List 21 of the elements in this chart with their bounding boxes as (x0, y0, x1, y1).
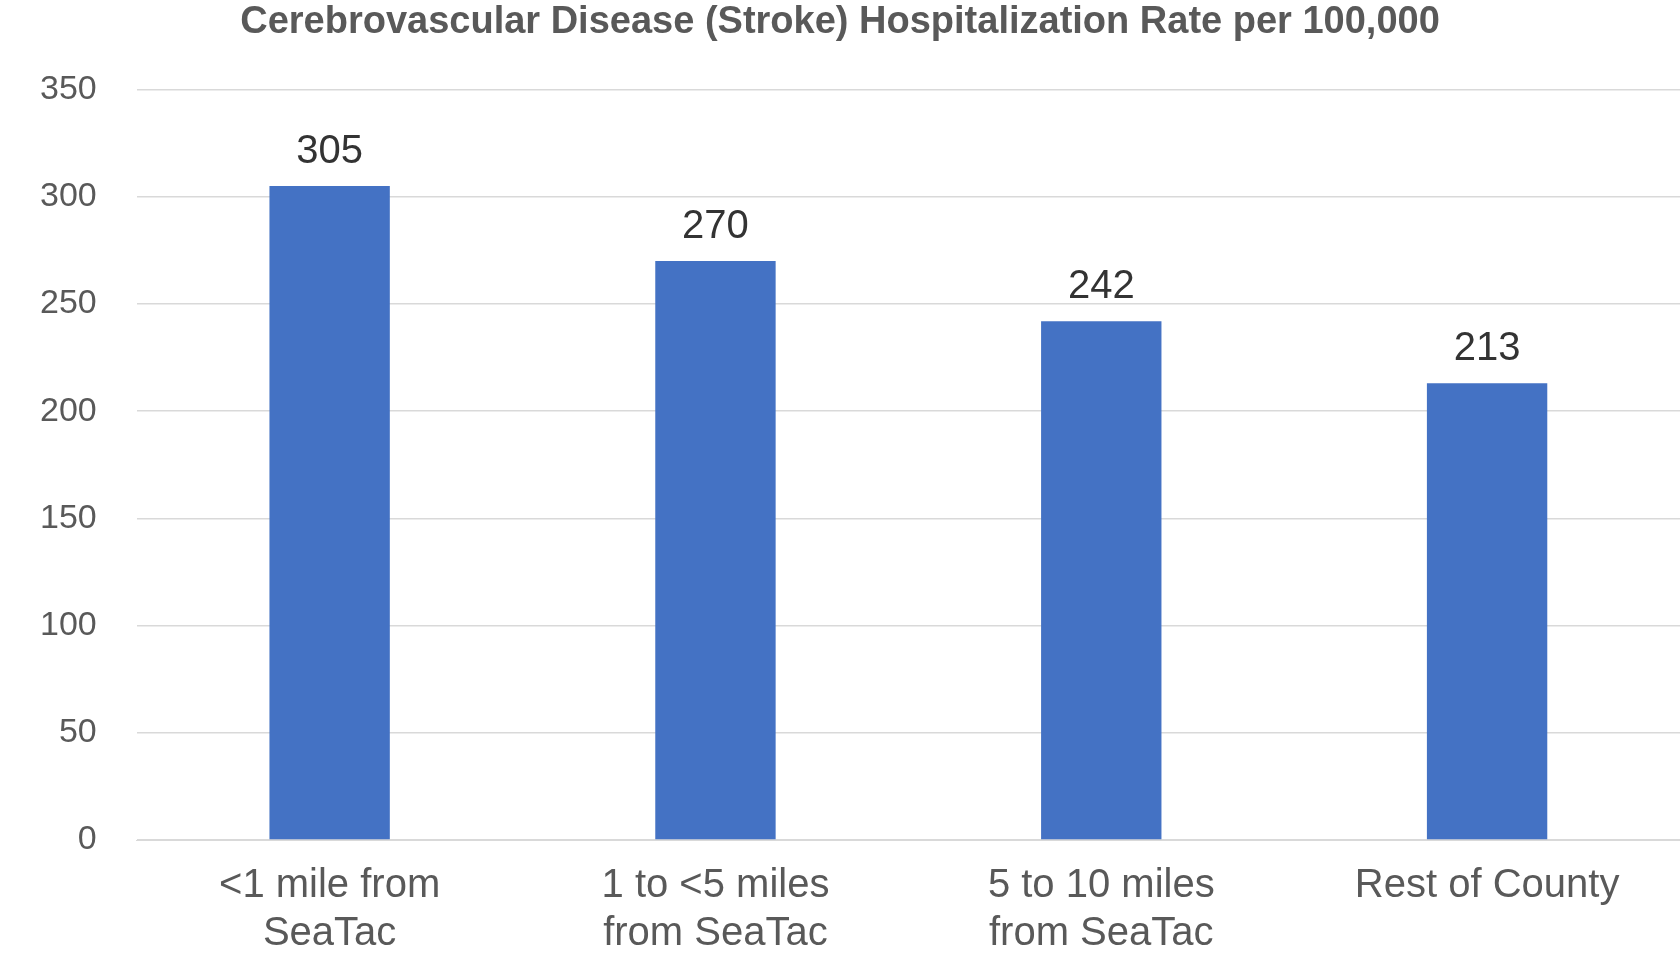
x-tick-label: <1 mile from SeaTac (219, 861, 441, 954)
bar (1041, 321, 1162, 840)
x-tick-label: 5 to 10 miles from SeaTac (987, 861, 1215, 954)
bar (1426, 383, 1548, 840)
bar (269, 186, 390, 840)
y-tick-label: 200 (39, 389, 97, 428)
x-tick-label: Rest of County (1354, 861, 1620, 906)
y-tick-label: 150 (39, 496, 97, 535)
data-label: 305 (296, 127, 364, 172)
bar (655, 261, 776, 840)
data-label: 213 (1453, 324, 1521, 369)
data-label: 270 (682, 202, 749, 247)
y-tick-label: 0 (77, 818, 97, 857)
y-tick-label: 250 (39, 282, 97, 321)
chart-title: Cerebrovascular Disease (Stroke) Hospitalization Rate per 100,000 (240, 0, 1440, 42)
y-tick-label: 300 (39, 175, 97, 214)
y-tick-label: 350 (39, 67, 97, 106)
data-label: 242 (1067, 262, 1135, 307)
y-tick-label: 50 (58, 711, 97, 750)
x-tick-label: 1 to <5 miles from SeaTac (601, 861, 830, 954)
y-tick-label: 100 (39, 603, 97, 642)
